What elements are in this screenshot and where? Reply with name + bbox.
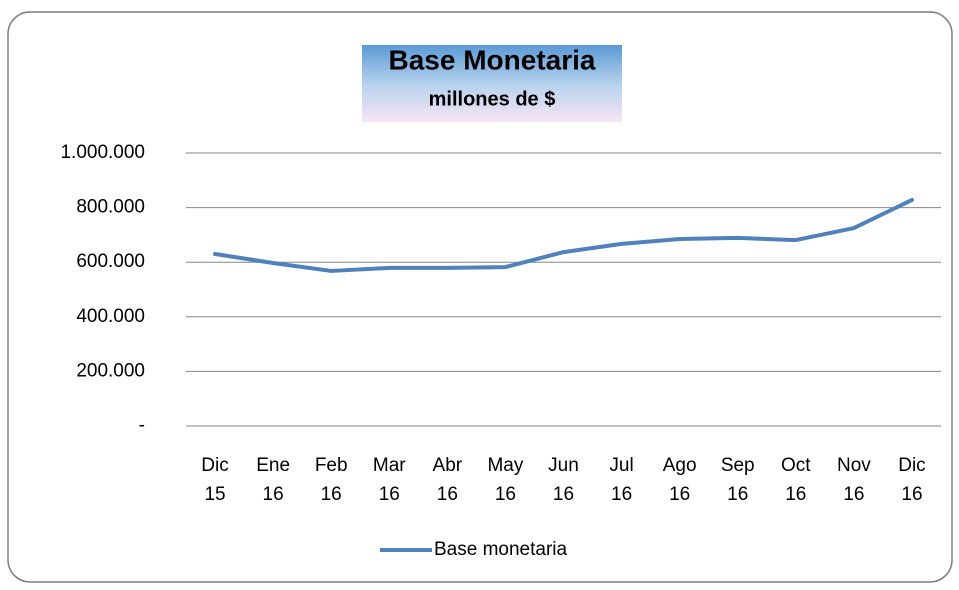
y-tick-label: 400.000 (76, 306, 145, 327)
x-tick-label: May 16 (487, 455, 523, 505)
x-tick-label: Dic 16 (898, 455, 925, 505)
y-tick-label: 800.000 (76, 197, 145, 218)
x-tick-label: Ago 16 (663, 455, 697, 505)
x-tick-label: Abr 16 (433, 455, 463, 505)
y-tick-label: 1.000.000 (60, 142, 145, 163)
y-tick-label: 600.000 (76, 251, 145, 272)
x-tick-label: Jun 16 (548, 455, 579, 505)
x-tick-label: Mar 16 (373, 455, 406, 505)
y-tick-label: 200.000 (76, 360, 145, 381)
x-tick-label: Sep 16 (721, 455, 755, 505)
x-tick-label: Nov 16 (837, 455, 871, 505)
chart-title: Base Monetaria (389, 44, 596, 75)
chart-frame (7, 11, 953, 583)
chart-subtitle: millones de $ (429, 88, 556, 110)
x-tick-label: Feb 16 (315, 455, 348, 505)
x-tick-label: Oct 16 (781, 455, 811, 505)
title-box (362, 45, 622, 122)
x-tick-label: Dic 15 (201, 455, 228, 505)
x-tick-label: Ene 16 (256, 455, 290, 505)
y-tick-label: - (139, 415, 145, 436)
legend-label: Base monetaria (434, 539, 568, 560)
x-tick-label: Jul 16 (609, 455, 633, 505)
data-line (213, 197, 914, 273)
